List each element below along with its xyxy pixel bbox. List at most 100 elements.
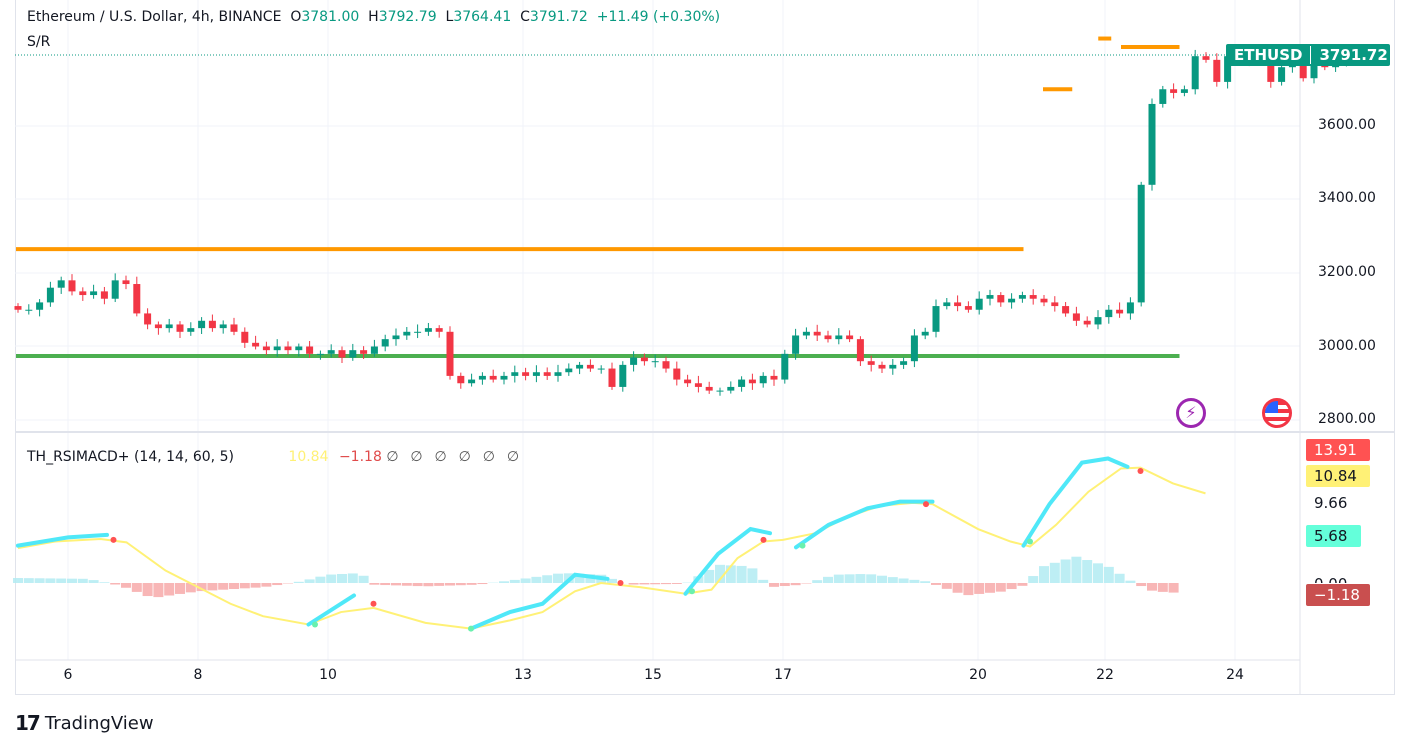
candle-body [111,280,119,299]
candle-body [219,324,227,329]
histogram-bar [77,578,88,583]
ohlc-high: 3792.79 [378,9,437,25]
crossover-dot [617,580,624,586]
histogram-bar [358,575,369,583]
histogram-bar [995,583,1006,592]
histogram-bar [1136,583,1147,587]
histogram-bar [855,574,866,583]
candle-body [770,375,778,380]
candle-body [759,375,767,384]
chart-canvas[interactable] [0,0,1410,700]
candle-body [295,346,303,351]
us-flag-icon[interactable] [1262,398,1292,428]
candle-body [1094,317,1102,325]
histogram-bar [520,578,531,583]
histogram-bar [952,583,963,593]
ohlc-low: 3764.41 [453,9,512,25]
null-value: ∅ [386,449,400,465]
candle-body [943,302,951,307]
time-axis-label: 15 [644,667,662,683]
candle-body [338,350,346,358]
histogram-bar [639,583,650,585]
histogram-bar [207,583,218,591]
candle-body [1191,56,1199,90]
histogram-bar [326,574,337,583]
candle-body [100,291,108,299]
histogram-bar [898,578,909,583]
candle-body [1170,89,1178,93]
crossover-dot [1027,538,1033,545]
candle-body [79,291,87,296]
last-price-tag: ETHUSD 3791.72 [1226,44,1390,66]
candle-body [1116,309,1124,314]
candle-body [813,331,821,336]
candle-body [349,350,357,358]
ohlc-open: 3781.00 [301,9,360,25]
candle-body [1018,295,1026,299]
price-axis-label: 2800.00 [1318,411,1376,427]
candle-body [1137,184,1145,303]
indicator-tag-upper: 13.91 [1306,439,1370,461]
null-value: ∅ [410,449,424,465]
candle-body [414,331,422,333]
histogram-bar [866,574,877,583]
candle-body [176,324,184,332]
time-axis-label: 13 [514,667,532,683]
lightning-icon[interactable]: ⚡ [1176,398,1206,428]
tradingview-logo[interactable]: 17 TradingView [15,711,154,735]
candle-body [36,302,44,310]
candle-body [1148,103,1156,185]
histogram-bar [812,580,823,583]
candle-body [781,353,789,380]
histogram-bar [477,583,488,585]
time-axis-label: 22 [1096,667,1114,683]
candle-body [446,331,454,376]
chart-frame[interactable] [15,0,1395,695]
signal-line [17,466,1206,630]
candle-body [1062,306,1070,314]
candle-body [867,361,875,365]
histogram-bar [715,564,725,583]
candle-body [1051,302,1059,307]
histogram-bar [455,583,466,586]
candle-body [975,298,983,310]
candle-body [986,295,994,299]
candle-body [1299,59,1307,79]
histogram-bar [250,583,261,588]
histogram-bar [1060,559,1071,583]
indicator-level-label: 9.66 [1314,494,1348,512]
candle-body [14,306,22,310]
histogram-bar [110,583,121,585]
candle-body [748,379,756,384]
rsi-line-segment [794,499,935,550]
study-legend-sr[interactable]: S/R [27,34,51,50]
histogram-bar [272,583,283,586]
indicator-tag-histogram: −1.18 [1306,584,1370,606]
histogram-bar [1049,562,1060,583]
candle-body [403,331,411,336]
rsi-line-segment [1021,456,1130,548]
histogram-bar [164,583,175,596]
histogram-bar [175,583,185,594]
candle-body [705,386,713,391]
candle-body [1126,302,1134,314]
histogram-bar [887,577,898,583]
crossover-dot [370,600,377,607]
candle-body [1267,56,1275,82]
indicator-name[interactable]: TH_RSIMACD+ (14, 14, 60, 5) [27,449,234,465]
price-axis-label: 3000.00 [1318,338,1376,354]
candle-body [576,364,584,369]
candle-body [122,280,130,285]
symbol-title[interactable]: Ethereum / U.S. Dollar, 4h, BINANCE [27,9,282,25]
histogram-bar [941,583,952,589]
histogram-bar [877,575,887,583]
ohlc-change: +11.49 (+0.30%) [596,9,721,25]
histogram-bar [293,581,304,583]
crossover-dot [799,542,806,549]
candle-body [792,335,800,354]
histogram-bar [445,583,455,586]
candle-body [835,335,843,340]
histogram-bar [758,579,769,583]
candle-body [522,372,530,376]
time-axis-label: 10 [319,667,337,683]
